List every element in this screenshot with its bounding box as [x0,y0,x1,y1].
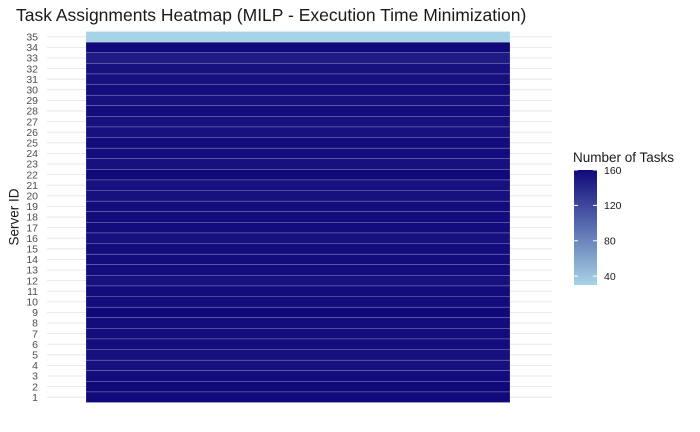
heatmap-tile [85,179,511,191]
heatmap-tile [85,84,511,96]
y-tick-label: 29 [26,95,38,107]
heatmap-tile [85,253,511,265]
heatmap-tile [85,338,511,350]
heatmap-tile [85,31,511,43]
heatmap-tile [85,190,511,202]
legend-colorbar [574,170,597,285]
heatmap-tile [85,381,511,393]
y-tick-label: 23 [26,159,38,171]
y-tick-label: 10 [26,297,38,309]
heatmap-tile [85,275,511,287]
legend-tick-label: 160 [604,165,622,177]
y-tick-label: 12 [26,275,38,287]
y-tick-label: 13 [26,265,38,277]
y-axis-ticks: 1234567891011121314151617181920212223242… [26,32,38,404]
y-tick-label: 26 [26,127,38,139]
heatmap-tile [85,63,511,75]
chart-title: Task Assignments Heatmap (MILP - Executi… [16,5,527,25]
y-tick-label: 33 [26,53,38,65]
y-tick-label: 24 [26,148,38,160]
heatmap-tile [85,147,511,159]
y-tick-label: 18 [26,212,38,224]
heatmap-tile [85,232,511,244]
y-tick-label: 32 [26,63,38,75]
legend-title: Number of Tasks [573,150,675,165]
heatmap-tile [85,116,511,128]
heatmap-tile [85,285,511,297]
heatmap-tile [85,349,511,361]
heatmap-tile [85,243,511,255]
heatmap-tile [85,306,511,318]
y-tick-label: 7 [32,328,38,340]
y-tick-label: 6 [32,339,38,351]
legend-tick-label: 120 [604,200,622,212]
heatmap-tile [85,126,511,138]
heatmap-tiles [85,31,511,403]
heatmap-tile [85,158,511,170]
legend-tick-label: 40 [604,271,616,283]
heatmap-tile [85,211,511,223]
heatmap-tile [85,200,511,212]
y-tick-label: 16 [26,233,38,245]
y-tick-label: 1 [32,392,38,404]
y-tick-label: 27 [26,116,38,128]
y-tick-label: 28 [26,106,38,118]
y-tick-label: 19 [26,201,38,213]
y-tick-label: 11 [27,286,38,298]
y-tick-label: 21 [26,180,38,192]
y-tick-label: 4 [32,360,38,372]
color-legend: 40 80 120 160 [574,165,622,285]
y-tick-label: 9 [32,307,38,319]
heatmap-tile [85,137,511,149]
y-tick-label: 14 [26,254,38,266]
y-tick-label: 30 [26,85,38,97]
heatmap-tile [85,264,511,276]
heatmap-tile [85,391,511,403]
y-tick-label: 25 [26,138,38,150]
heatmap-tile [85,73,511,85]
heatmap-tile [85,52,511,64]
y-tick-label: 20 [26,191,38,203]
y-tick-label: 3 [32,371,38,383]
legend-tick-label: 80 [604,236,616,248]
y-tick-label: 5 [32,350,38,362]
y-tick-label: 15 [26,244,38,256]
heatmap-tile [85,94,511,106]
heatmap-tile [85,105,511,117]
heatmap-tile [85,169,511,181]
heatmap-tile [85,328,511,340]
heatmap-tile [85,296,511,308]
y-tick-label: 2 [32,381,38,393]
heatmap-tile [85,370,511,382]
y-tick-label: 34 [26,42,38,54]
y-tick-label: 22 [26,169,38,181]
heatmap-tile [85,359,511,371]
y-tick-label: 31 [26,74,38,86]
heatmap-tile [85,317,511,329]
heatmap-tile [85,222,511,234]
y-tick-label: 35 [26,32,38,44]
heatmap-tile [85,41,511,53]
y-tick-label: 8 [32,318,38,330]
y-tick-label: 17 [26,222,38,234]
